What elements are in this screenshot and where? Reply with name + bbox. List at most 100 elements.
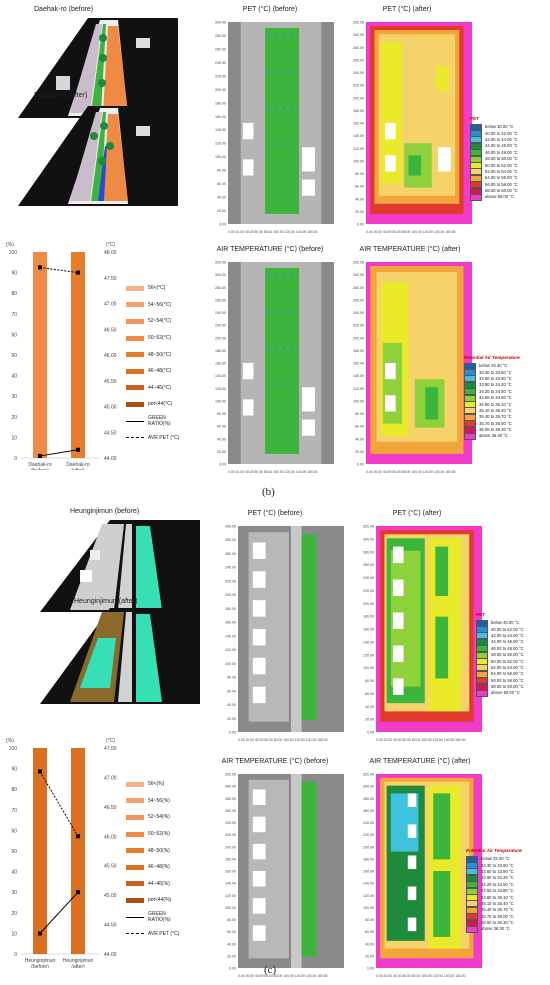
map-y-tick: 320.00 [363,525,374,529]
green-ratio-line [39,449,79,457]
building [252,871,266,887]
map-y-tick: 60.00 [365,692,374,696]
legend-label: 33.60 to 33.90 °C [481,868,514,874]
legend-label: 52.00 to 54.00 °C [485,168,518,174]
render-3d-c-after [40,608,200,704]
building [392,678,404,695]
legend-label: 56.00 to 58.00 °C [485,181,518,187]
pet-legend-title-c: PET [476,612,485,617]
green-zone [435,616,449,679]
bar-legend-swatch [126,933,144,935]
y2-tick-label: 47.50 [104,276,117,282]
map-y-tick: 160.00 [353,362,364,366]
bar-legend-swatch [126,368,144,374]
tree-cell [268,70,271,73]
map-y-tick: 180.00 [353,109,364,113]
pet-map-c-after: 320.00 300.00 280.00 260.00 240.00 220.00 200.… [352,522,486,744]
map-area [376,774,482,968]
y-tick-label: 30 [11,890,17,896]
building [242,123,254,140]
map-y-tick: 120.00 [353,147,364,151]
map-y-tick: 20.00 [355,450,364,454]
map-area [366,22,472,224]
building [252,600,266,617]
map-y-tick: 100.00 [363,906,374,910]
building [407,793,417,807]
building [252,657,266,675]
bar-legend-item: AVR PET (°C) [126,925,186,942]
legend-label: 34.50 to 34.80 °C [479,395,512,401]
legend-label: 40.00 to 42.00 °C [485,130,518,136]
map-y-tick: 40.00 [227,703,236,707]
map-y-tick: 280.00 [363,550,374,554]
green-strip [301,781,317,957]
legend-label: 35.10 to 35.40 °C [481,900,514,906]
map-svg: 320.00 300.00 280.00 260.00 240.00 220.00 200.… [363,525,482,742]
bar-legend-item: 44~46(°C) [126,380,186,397]
air-legend-b: Potential Air Temperature below 33.30 °C… [464,355,550,440]
pet-before-title-c: PET (°C) (before) [247,510,303,517]
map-y-tick: 180.00 [215,101,226,105]
bar-legend-item: 46~48(%) [126,859,186,876]
bar-legend-swatch [126,916,144,918]
map-y-tick: 60.00 [217,425,226,429]
map-y-tick: 80.00 [355,412,364,416]
map-y-tick: 300.00 [215,21,226,25]
map-y-tick: 180.00 [225,607,236,611]
chart-c: (%) (°C) 0 10 20 30 40 50 60 70 80 90 100 44.00 44.50 4… [6,738,117,968]
y2-tick-label: 45.50 [104,864,117,870]
legend-label: 42.00 to 44.00 °C [491,632,524,638]
legend-label: 35.40 to 35.70 °C [481,907,514,913]
legend-swatch [476,690,488,697]
bar-legend-label: pet<44(%) [148,897,172,904]
map-y-tick: 320.00 [363,773,374,777]
building [252,629,266,646]
tree-cell [290,70,293,73]
legend-label: 36.00 to 36.30 °C [479,427,512,433]
bar [71,748,85,954]
render-3d-c-before [40,520,200,612]
map-y-tick: 280.00 [353,286,364,290]
air-map-b-before: 320.00 300.00 280.00 260.00 240.00 220.00 200.… [204,258,338,476]
map-y-tick: 140.00 [353,374,364,378]
building [252,925,266,941]
bar-legend-label: GREEN RATIO(%) [148,911,171,924]
tree-cell [268,310,271,313]
map-y-tick: 120.00 [353,387,364,391]
map-y-tick: 100.00 [215,155,226,159]
legend-label: 33.90 to 34.20 °C [479,382,512,388]
map-y-tick: 180.00 [363,615,374,619]
legend-label: 46.00 to 48.00 °C [491,645,524,651]
tree-cell [275,310,278,313]
map-y-tick: 0.00 [357,223,364,227]
tree-cell [283,34,286,37]
map-y-tick: 200.00 [353,96,364,100]
legend-label: 58.00 to 60.00 °C [491,684,524,690]
y-tick-label: 90 [11,271,17,277]
map-y-tick: 0.00 [229,731,236,735]
air-map-b-after: 320.00 300.00 280.00 260.00 240.00 220.00 200.… [342,258,476,476]
map-y-tick: 100.00 [353,399,364,403]
bar-legend-swatch [126,864,144,870]
y-tick-label: 80 [11,291,17,297]
y-axis-label-left: (%) [6,738,14,744]
x-tick-label-line: Heunginjimun [25,958,56,964]
y-tick-label: 50 [11,849,17,855]
bar-legend-label: 46~48(%) [148,864,170,871]
bar-legend-swatch [126,335,144,341]
map-y-tick: 220.00 [215,324,226,328]
building [385,155,396,172]
render-label-c-after: Heunginjimun (after) [74,598,138,605]
map-y-tick: 160.00 [353,122,364,126]
building [302,387,315,412]
map-y-tick: 100.00 [225,662,236,666]
tree-cell [283,383,286,386]
map-y-tick: 40.00 [355,437,364,441]
tree-cell [268,143,271,146]
bar-legend-item: 48~50(%) [126,842,186,859]
map-y-tick: 260.00 [225,809,236,813]
y-tick-label: 100 [9,250,18,256]
green-strip [265,28,300,214]
building [407,886,417,901]
map-y-tick: 200.00 [225,845,236,849]
